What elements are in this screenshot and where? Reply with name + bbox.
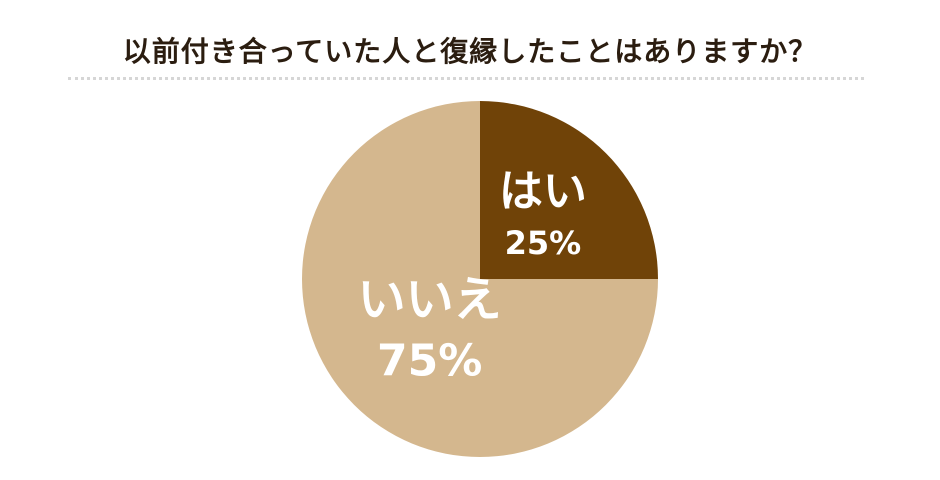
- chart-title: 以前付き合っていた人と復縁したことはありますか？: [122, 35, 818, 68]
- pie-slice-no: [302, 101, 658, 457]
- slice-label-no: いいえ: [358, 271, 502, 327]
- pie-slice-yes: [480, 101, 658, 279]
- slice-value-no: 75%: [377, 335, 482, 386]
- slice-value-yes: 25%: [505, 224, 582, 262]
- slice-label-yes: はい: [499, 166, 587, 217]
- title-divider: [68, 77, 864, 80]
